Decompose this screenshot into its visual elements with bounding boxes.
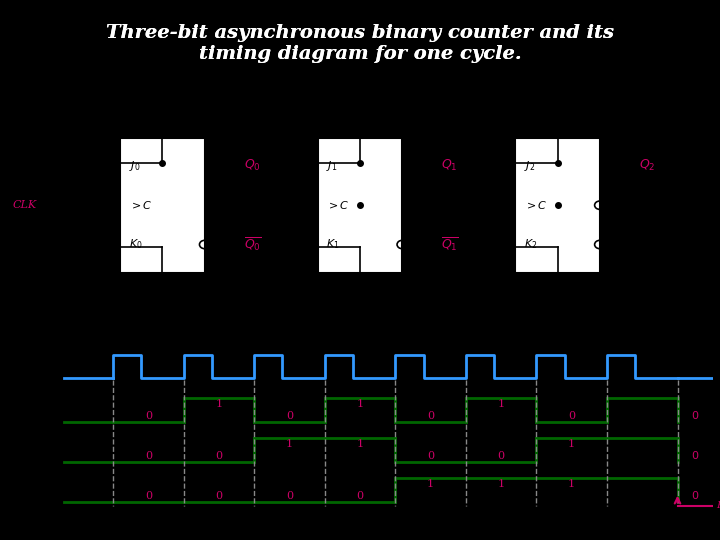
Text: 0: 0 <box>145 411 152 421</box>
Text: $J_2$: $J_2$ <box>523 159 535 173</box>
Text: 1: 1 <box>498 399 505 409</box>
FancyBboxPatch shape <box>516 138 600 273</box>
Text: 2: 2 <box>194 362 201 371</box>
Text: $>C$: $>C$ <box>326 199 349 211</box>
Text: 0: 0 <box>568 411 575 421</box>
Text: 1: 1 <box>286 439 293 449</box>
Text: FF0: FF0 <box>151 121 174 131</box>
Text: HIGH: HIGH <box>13 85 38 95</box>
Text: $K_2$: $K_2$ <box>523 238 537 252</box>
Text: $Q_0$: $Q_0$ <box>243 158 261 173</box>
Text: (a): (a) <box>13 327 30 340</box>
Text: 0: 0 <box>692 451 698 461</box>
FancyBboxPatch shape <box>120 138 204 273</box>
Text: 0: 0 <box>145 491 152 501</box>
Text: 1: 1 <box>356 439 364 449</box>
Text: $Q_1$: $Q_1$ <box>37 443 53 457</box>
Text: FF1: FF1 <box>348 121 372 131</box>
Text: 0: 0 <box>215 451 222 461</box>
Text: Recycles back to 0: Recycles back to 0 <box>716 501 720 510</box>
Text: 5: 5 <box>406 362 413 371</box>
Text: $Q_0$ (LSB): $Q_0$ (LSB) <box>2 403 53 417</box>
Text: 1: 1 <box>568 479 575 489</box>
Text: 0: 0 <box>145 451 152 461</box>
Text: $Q_2$ (MSB): $Q_2$ (MSB) <box>0 483 53 497</box>
Text: 1: 1 <box>124 362 130 371</box>
Text: 0: 0 <box>692 411 698 421</box>
Text: $>C$: $>C$ <box>523 199 547 211</box>
Text: 1: 1 <box>215 399 222 409</box>
Text: 0: 0 <box>427 411 434 421</box>
Text: 0: 0 <box>498 451 505 461</box>
Text: 1: 1 <box>427 479 434 489</box>
Text: Three-bit asynchronous binary counter and its
timing diagram for one cycle.: Three-bit asynchronous binary counter an… <box>106 24 614 63</box>
Text: 0: 0 <box>286 411 293 421</box>
Text: $K_1$: $K_1$ <box>326 238 340 252</box>
Text: 7: 7 <box>547 362 554 371</box>
Text: $J_1$: $J_1$ <box>326 159 338 173</box>
Text: $\overline{Q_1}$: $\overline{Q_1}$ <box>441 236 459 253</box>
Text: $Q_2$: $Q_2$ <box>639 158 655 173</box>
Text: 1: 1 <box>356 399 364 409</box>
Text: FF2: FF2 <box>546 121 569 131</box>
Text: $K_0$: $K_0$ <box>129 238 143 252</box>
Text: 0: 0 <box>356 491 364 501</box>
Text: $J_0$: $J_0$ <box>129 159 140 173</box>
Text: 0: 0 <box>427 451 434 461</box>
Text: 8: 8 <box>618 362 624 371</box>
Text: 6: 6 <box>477 362 483 371</box>
FancyBboxPatch shape <box>318 138 402 273</box>
Text: CLK: CLK <box>29 361 53 372</box>
Text: CLK: CLK <box>13 200 37 210</box>
Text: $\overline{Q_0}$: $\overline{Q_0}$ <box>243 236 261 253</box>
Text: 0: 0 <box>215 491 222 501</box>
Text: (b): (b) <box>13 520 31 533</box>
Text: 1: 1 <box>498 479 505 489</box>
Text: 1: 1 <box>568 439 575 449</box>
Text: 0: 0 <box>286 491 293 501</box>
Text: 3: 3 <box>265 362 271 371</box>
Text: Three-bit asynchronous binary counter and its
timing diagram for one cycle.: Three-bit asynchronous binary counter an… <box>106 24 614 63</box>
Text: 0: 0 <box>692 491 698 501</box>
Text: $Q_1$: $Q_1$ <box>441 158 458 173</box>
Text: 4: 4 <box>336 362 342 371</box>
Text: $>C$: $>C$ <box>129 199 152 211</box>
